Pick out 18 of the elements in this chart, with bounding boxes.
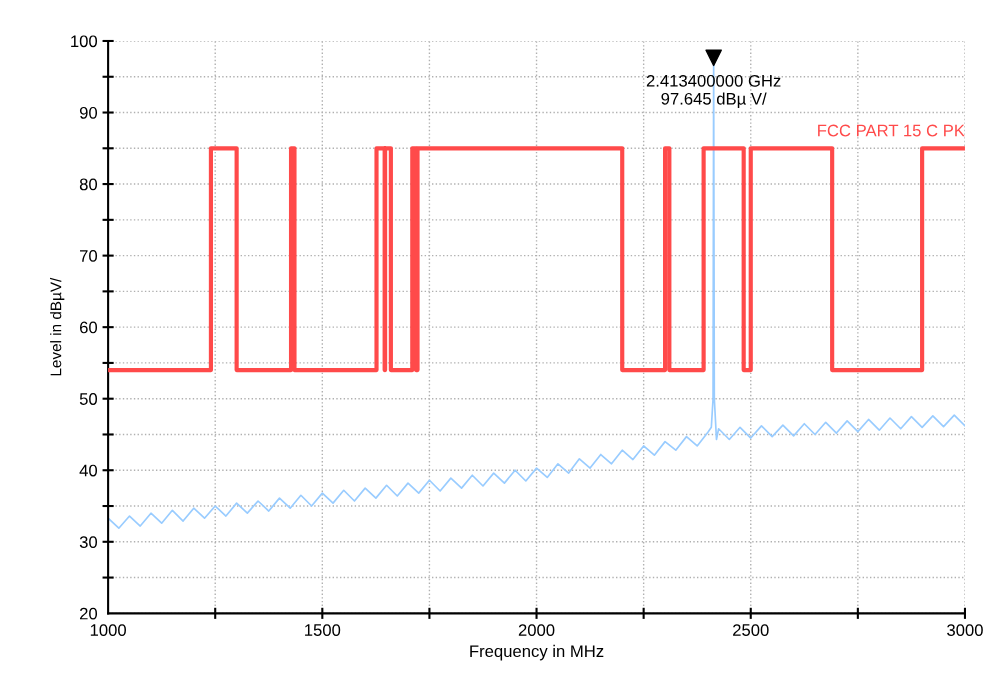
x-axis-title: Frequency in MHz: [470, 644, 604, 661]
x-tick-label: 2000: [518, 624, 555, 636]
y-tick-label: 40: [79, 464, 98, 477]
y-tick-label: 80: [79, 178, 98, 191]
y-tick-label: 50: [79, 393, 98, 405]
y-tick-label: 90: [79, 106, 98, 119]
x-tick-label: 2500: [733, 624, 769, 636]
y-tick-label: 70: [80, 250, 98, 262]
series-label: FCC PART 15 C PK: [818, 124, 965, 137]
y-tick-label: 30: [79, 536, 98, 548]
y-tick-label: 60: [80, 321, 98, 334]
y-axis-title: Level in dBµV/: [50, 277, 65, 376]
x-tick-label: 1500: [305, 624, 341, 636]
annotation: 2.413400000 GHz 97.645 dBµ V/: [646, 74, 781, 108]
y-tick-label: 20: [79, 607, 98, 620]
y-tick-label: 100: [71, 35, 98, 48]
x-tick-label: 1000: [90, 624, 126, 636]
x-tick-label: 3000: [947, 624, 983, 636]
